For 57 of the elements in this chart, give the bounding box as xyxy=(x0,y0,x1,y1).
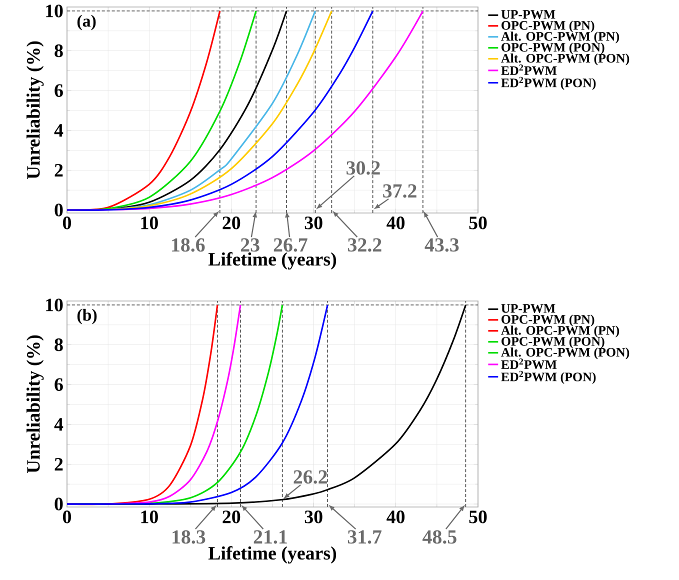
annotation: 26.7 xyxy=(274,238,308,252)
legend-label: OPC-PWM (PON) xyxy=(502,336,604,348)
annotation: 18.6 xyxy=(172,238,205,252)
y-tick-label: 10 xyxy=(46,4,63,18)
x-tick-label: 30 xyxy=(304,216,322,230)
y-tick-label: 4 xyxy=(54,418,64,431)
x-tick-label: 0 xyxy=(62,510,72,524)
x-axis-title: Lifetime (years) xyxy=(208,546,336,564)
legend-label: OPC-PWM (PN) xyxy=(502,20,594,32)
legend-label: UP-PWM xyxy=(501,304,556,313)
legend-label: ED$^{2}$PWM (PON) xyxy=(501,370,596,384)
y-axis-title: Unreliability (%) xyxy=(26,335,44,474)
legend-label: OPC-PWM (PN) xyxy=(502,314,594,326)
annotation: 21.1 xyxy=(254,530,287,544)
annotation: 32.2 xyxy=(348,238,382,252)
x-tick-label: 20 xyxy=(222,510,240,524)
annotation: 18.3 xyxy=(172,530,206,544)
x-tick-label: 10 xyxy=(141,510,158,524)
x-tick-label: 0 xyxy=(62,216,72,230)
y-tick-label: 0 xyxy=(54,204,63,216)
y-tick-label: 0 xyxy=(54,498,63,510)
y-tick-label: 10 xyxy=(46,298,63,312)
y-tick-label: 6 xyxy=(54,378,63,391)
annotation: 48.5 xyxy=(422,530,456,544)
y-tick-label: 2 xyxy=(54,458,63,470)
legend-label: ED$^{2}$PWM xyxy=(501,358,557,370)
y-tick-label: 2 xyxy=(54,164,63,176)
y-tick-label: 8 xyxy=(54,44,63,58)
y-tick-label: 6 xyxy=(54,84,63,97)
legend-label: UP-PWM xyxy=(501,10,556,19)
y-tick-label: 4 xyxy=(54,124,64,137)
chart-title: (b) xyxy=(77,308,97,324)
line-series xyxy=(67,304,328,505)
x-tick-label: 50 xyxy=(469,216,487,230)
legend-label: Alt. OPC-PWM (PON) xyxy=(501,54,630,66)
annotation: 43.3 xyxy=(424,238,459,252)
x-tick-label: 30 xyxy=(304,510,322,524)
x-tick-label: 40 xyxy=(386,216,405,230)
x-axis-title: Lifetime (years) xyxy=(208,252,336,270)
legend-label: Alt. OPC-PWM (PN) xyxy=(501,326,620,338)
annotation: 30.2 xyxy=(346,161,380,175)
legend-label: ED$^{2}$PWM xyxy=(501,64,557,76)
chart-title: (a) xyxy=(77,14,96,30)
x-tick-label: 50 xyxy=(469,510,487,524)
legend-label: ED$^{2}$PWM (PON) xyxy=(501,76,596,90)
x-tick-label: 10 xyxy=(141,216,158,230)
annotation: 23 xyxy=(240,238,260,252)
x-tick-label: 20 xyxy=(222,216,240,230)
x-tick-label: 40 xyxy=(386,510,405,524)
legend-label: Alt. OPC-PWM (PON) xyxy=(501,348,630,360)
y-axis-title: Unreliability (%) xyxy=(26,41,44,180)
legend-label: OPC-PWM (PON) xyxy=(502,42,604,54)
annotation: 37.2 xyxy=(383,184,416,198)
y-tick-label: 8 xyxy=(54,338,63,352)
legend-label: Alt. OPC-PWM (PN) xyxy=(501,32,620,44)
annotation: 26.2 xyxy=(294,470,327,484)
annotation: 31.7 xyxy=(348,530,382,544)
